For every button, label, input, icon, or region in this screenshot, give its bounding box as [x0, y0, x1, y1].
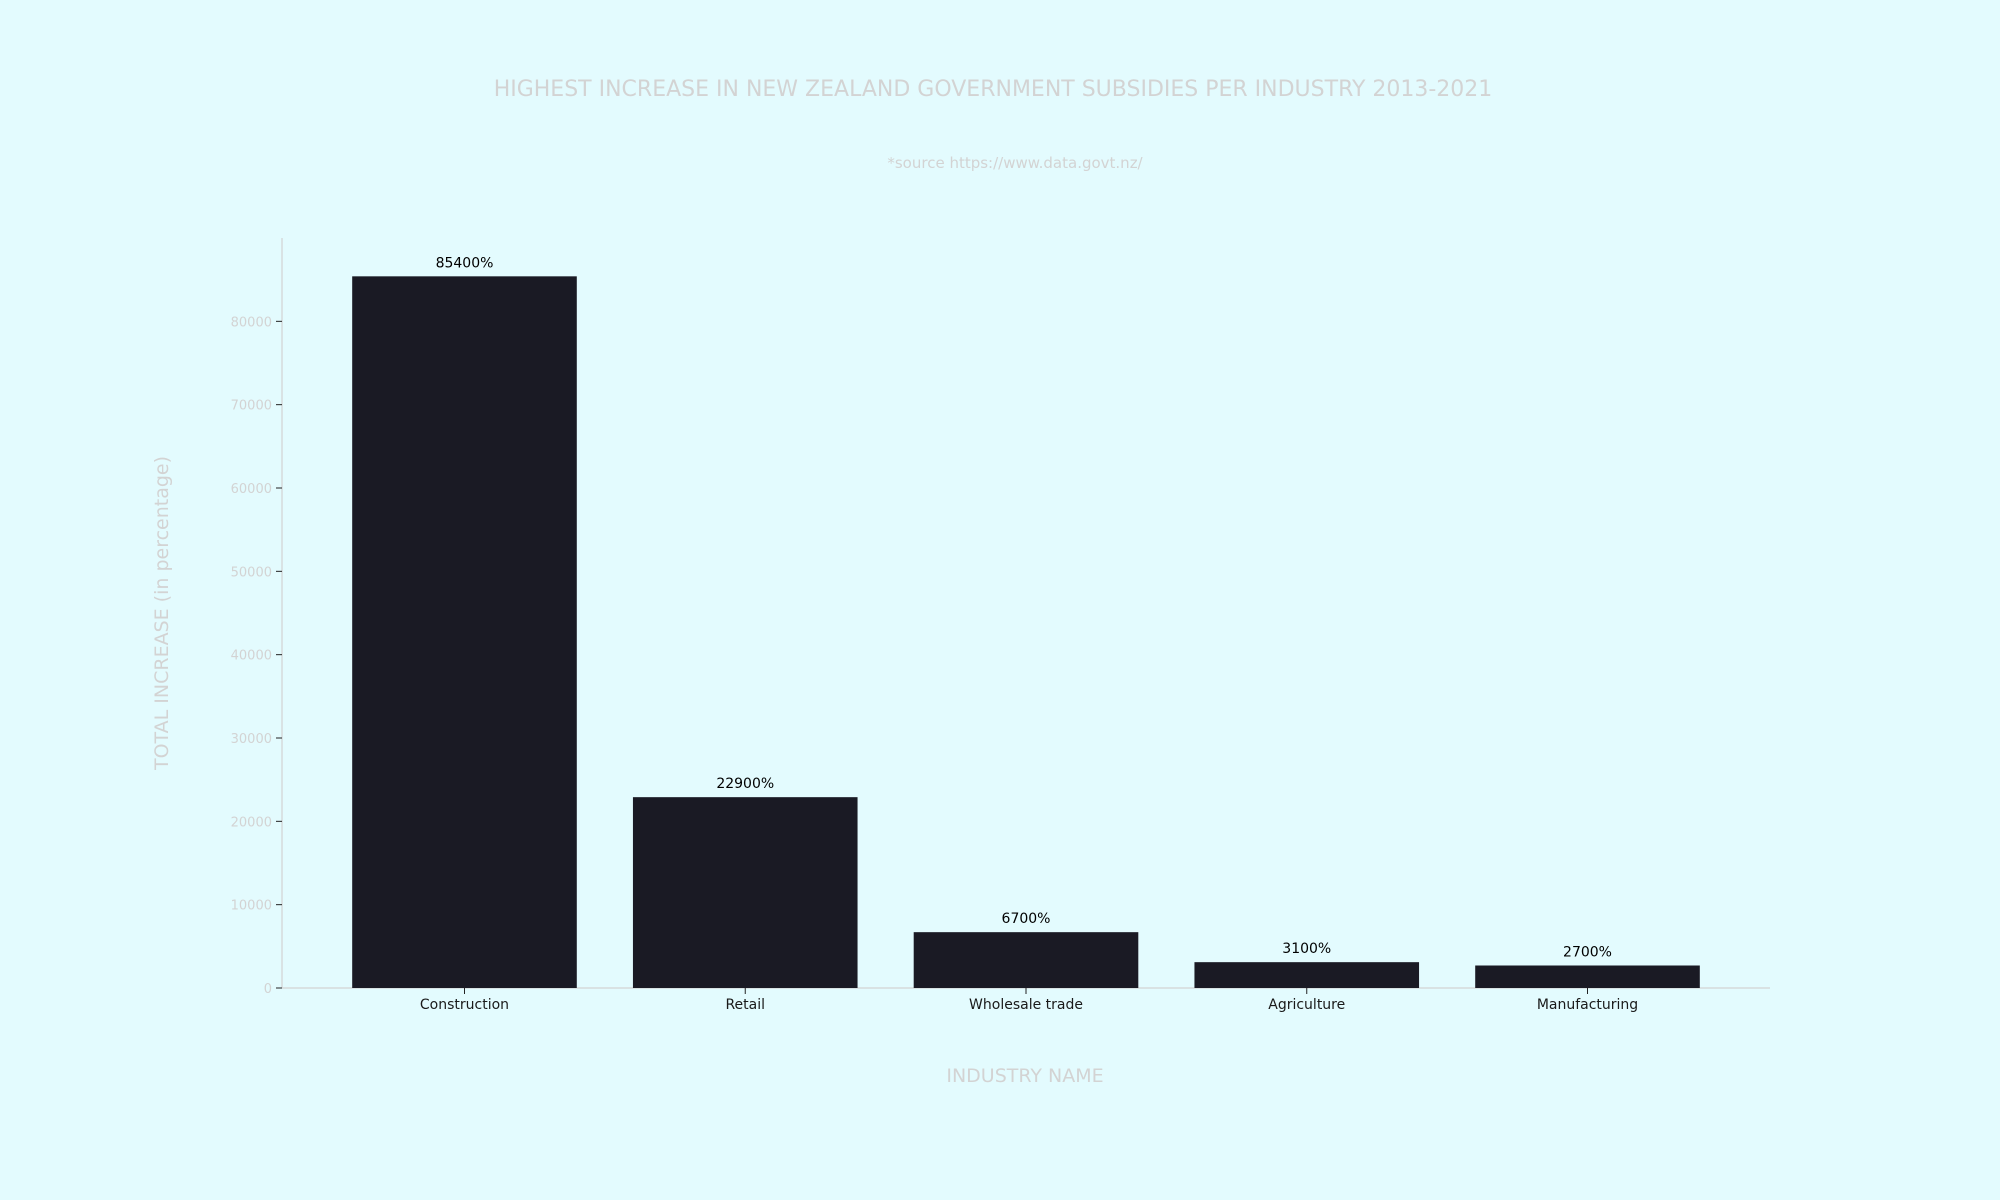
- y-tick-label: 60000: [231, 482, 272, 497]
- chart-title: HIGHEST INCREASE IN NEW ZEALAND GOVERNME…: [494, 77, 1493, 102]
- bar: [1475, 965, 1700, 988]
- y-axis-ticks: 0 10000 20000 30000 40000 50000 60000 70000 8000…: [231, 315, 282, 997]
- bar: [352, 276, 577, 988]
- x-tick-label: Wholesale trade: [969, 997, 1083, 1013]
- chart-subtitle: *source https://www.data.govt.nz/: [887, 154, 1143, 172]
- bar-data-label: 2700%: [1563, 945, 1612, 961]
- bar-data-label: 22900%: [716, 776, 774, 792]
- x-tick-label: Retail: [725, 997, 765, 1013]
- bars: 85400% 22900% 6700% 3100% 2700%: [352, 255, 1700, 988]
- x-tick-label: Agriculture: [1268, 997, 1345, 1013]
- x-axis-ticks: Construction Retail Wholesale trade Agricul…: [420, 988, 1638, 1013]
- x-axis-title: INDUSTRY NAME: [946, 1065, 1103, 1087]
- bar-data-label: 6700%: [1002, 911, 1051, 927]
- y-tick-label: 40000: [231, 649, 272, 664]
- bar-data-label: 3100%: [1282, 941, 1331, 957]
- bar: [1194, 962, 1420, 988]
- y-tick-label: 30000: [231, 732, 272, 747]
- y-axis-title: TOTAL INCREASE (in percentage): [151, 456, 173, 771]
- x-tick-label: Manufacturing: [1537, 997, 1638, 1013]
- y-tick-label: 50000: [231, 565, 272, 580]
- y-tick-label: 20000: [231, 815, 272, 830]
- y-tick-label: 0: [264, 982, 272, 997]
- bar-data-label: 85400%: [436, 255, 494, 271]
- bar: [632, 797, 858, 988]
- x-tick-label: Construction: [420, 997, 509, 1013]
- y-tick-label: 70000: [231, 399, 272, 414]
- y-tick-label: 80000: [231, 315, 272, 330]
- bar: [913, 932, 1139, 988]
- y-tick-label: 10000: [231, 899, 272, 914]
